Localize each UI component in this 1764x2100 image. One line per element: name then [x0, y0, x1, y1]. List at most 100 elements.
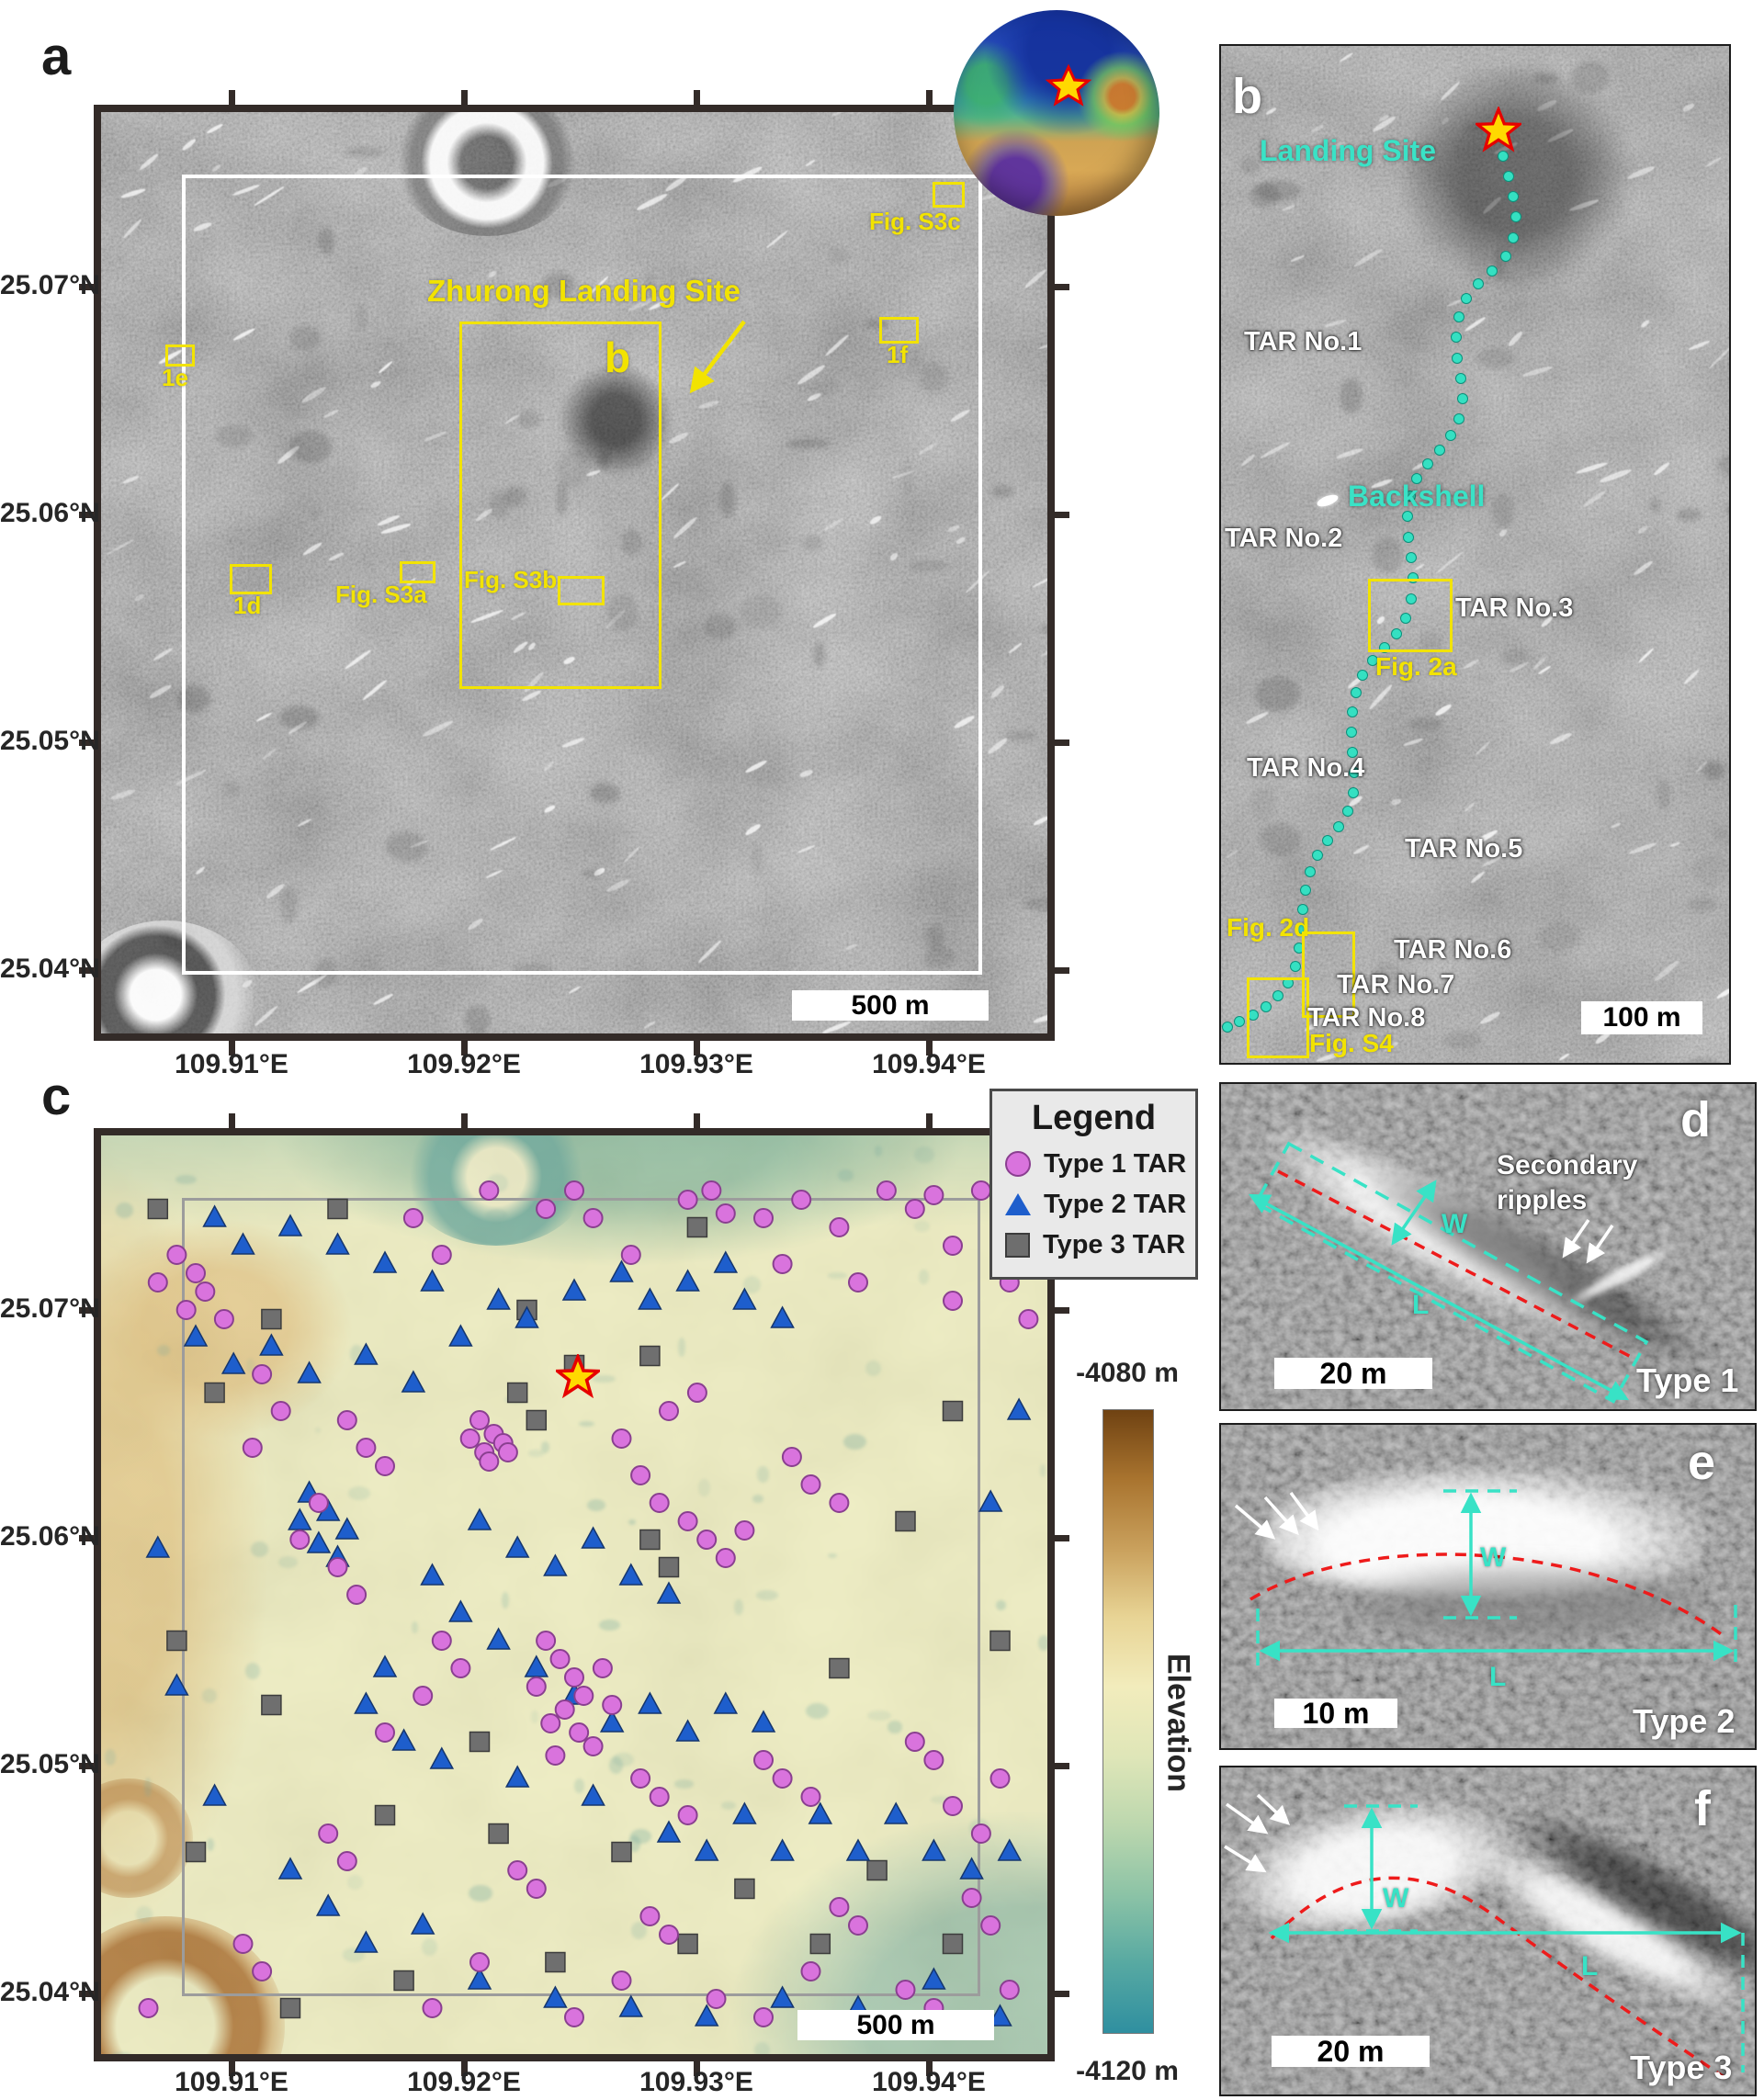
type2-tar-marker — [1006, 1397, 1032, 1420]
panel-d-letter: d — [1680, 1092, 1711, 1147]
legend-item-type2: Type 2 TAR — [1005, 1189, 1186, 1220]
type1-tar-marker — [554, 1699, 575, 1720]
dark-patch — [1473, 674, 1494, 683]
traverse-dot — [1367, 655, 1378, 666]
type2-tar-marker — [656, 1581, 682, 1604]
type1-tar-marker — [431, 1631, 452, 1651]
type2-tar-marker — [145, 1535, 171, 1558]
type1-tar-marker — [923, 1185, 944, 1205]
lat-tick — [79, 1307, 94, 1314]
width-label: W — [1442, 1209, 1468, 1239]
type2-tar-marker — [514, 1305, 539, 1328]
satellite-texture — [1221, 46, 1729, 1063]
traverse-dot — [1400, 613, 1411, 624]
lat-tick-label: 25.06°N — [0, 1521, 100, 1552]
panel-b-decor — [1221, 46, 1729, 1063]
traverse-dot — [1405, 491, 1416, 502]
type2-tar-marker — [372, 1250, 398, 1273]
dark-patch — [1480, 593, 1527, 603]
traverse-dot — [1300, 885, 1311, 896]
panel-b-extent-box — [459, 322, 662, 689]
type1-tar-marker — [829, 1493, 850, 1513]
lon-tick — [926, 2061, 933, 2076]
panel-b-map: b Landing Site TAR No.1 Backshell TAR No… — [1219, 44, 1731, 1065]
traverse-dot — [1290, 961, 1301, 972]
type2-tar-marker — [561, 1278, 587, 1301]
type2-tar-marker — [581, 1783, 605, 1806]
traverse-dot — [1508, 191, 1519, 202]
type3-caption: Type 3 — [1630, 2049, 1733, 2086]
traverse-dot — [1445, 430, 1456, 441]
type1-tar-marker — [242, 1438, 263, 1458]
type3-tar-marker — [895, 1510, 916, 1532]
lat-tick — [1055, 1763, 1069, 1769]
legend: Legend Type 1 TAR Type 2 TAR Type 3 TAR — [989, 1089, 1198, 1280]
dark-patch — [1680, 1057, 1724, 1063]
lat-tick — [79, 967, 94, 974]
legend-item-label: Type 3 TAR — [1043, 1229, 1186, 1259]
traverse-dot — [1453, 413, 1464, 424]
satellite-texture — [101, 112, 1047, 1033]
box-fig-2a-label: Fig. 2a — [1375, 652, 1457, 681]
lon-tick — [461, 2061, 468, 2076]
type2-tar-marker — [922, 1967, 946, 1990]
type1-tar-marker — [772, 1254, 793, 1274]
type2-tar-marker — [675, 1269, 700, 1292]
dark-patch — [1248, 182, 1280, 208]
panel-a-scale-bar: 500 m — [792, 990, 989, 1021]
type1-tar-marker — [677, 1511, 698, 1531]
dark-patch — [1250, 788, 1278, 823]
lat-tick — [79, 1991, 94, 1997]
type1-tar-marker — [526, 1879, 547, 1899]
type1-tar-marker — [829, 1897, 850, 1917]
dark-patch — [223, 782, 240, 796]
box-fig-s3a — [400, 561, 435, 583]
type1-tar-marker — [715, 1548, 736, 1568]
dark-patch — [1538, 922, 1580, 951]
tar-label-1: TAR No.1 — [1244, 327, 1363, 356]
panel-c-extent-box — [182, 175, 982, 975]
type3-tar-marker — [686, 1216, 708, 1238]
type1-tar-marker — [497, 1442, 518, 1462]
type1-tar-marker — [611, 1428, 632, 1449]
lat-tick-label: 25.05°N — [0, 726, 100, 756]
dark-patch — [1724, 500, 1729, 519]
box-1f-label: 1f — [887, 341, 909, 368]
dark-patch — [1464, 123, 1487, 132]
type1-tar-marker — [308, 1493, 329, 1513]
lon-tick — [694, 2061, 700, 2076]
traverse-dot — [1461, 293, 1472, 304]
type1-tar-marker — [147, 1272, 168, 1293]
tar-label-5: TAR No.5 — [1405, 834, 1523, 864]
type1-tar-marker — [659, 1925, 679, 1945]
type2-tar-marker — [410, 1912, 435, 1935]
panel-e-letter: e — [1688, 1435, 1716, 1490]
length-label: L — [1581, 1951, 1599, 1981]
lon-tick — [694, 90, 700, 105]
tar-label-2: TAR No.2 — [1225, 524, 1343, 553]
type1-tar-marker — [526, 1677, 547, 1697]
type1-tar-marker — [582, 1208, 604, 1228]
traverse-dot — [1451, 332, 1462, 343]
type1-tar-marker — [375, 1722, 395, 1743]
type1-tar-marker — [829, 1217, 850, 1237]
dark-patch — [504, 485, 527, 506]
traverse-dot — [1351, 687, 1362, 698]
dark-patch — [356, 302, 368, 332]
traverse-dot — [1510, 211, 1521, 222]
traverse-dot — [1297, 904, 1308, 915]
dark-patch — [345, 147, 383, 158]
type1-tar-marker — [413, 1686, 434, 1706]
mars-globe-inset — [954, 10, 1159, 216]
dark-patch — [865, 319, 891, 330]
dark-patch — [289, 324, 322, 351]
traverse-dot — [1347, 747, 1358, 758]
tar-label-3: TAR No.3 — [1455, 593, 1574, 623]
lon-tick-label: 109.93°E — [639, 1049, 753, 1079]
type1-tar-marker — [611, 1970, 632, 1991]
type1-tar-marker — [450, 1658, 471, 1678]
lat-tick — [1055, 1991, 1069, 1997]
type1-tar-marker — [569, 1722, 590, 1743]
type1-tar-marker — [630, 1768, 651, 1789]
panel-c-map: 500 m — [94, 1128, 1055, 2061]
